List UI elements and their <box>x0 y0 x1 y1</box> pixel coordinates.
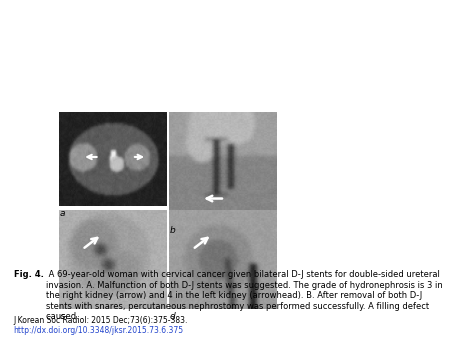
Text: a: a <box>59 209 65 218</box>
Text: d: d <box>170 312 176 321</box>
Text: b: b <box>170 226 176 235</box>
Text: c: c <box>59 312 64 321</box>
Text: Fig. 4.: Fig. 4. <box>14 270 43 280</box>
Text: A 69-year-old woman with cervical cancer given bilateral D-J stents for double-s: A 69-year-old woman with cervical cancer… <box>46 270 443 321</box>
Text: http://dx.doi.org/10.3348/jksr.2015.73.6.375: http://dx.doi.org/10.3348/jksr.2015.73.6… <box>14 326 184 335</box>
Text: J Korean Soc Radiol. 2015 Dec;73(6):375-383.: J Korean Soc Radiol. 2015 Dec;73(6):375-… <box>14 316 188 325</box>
